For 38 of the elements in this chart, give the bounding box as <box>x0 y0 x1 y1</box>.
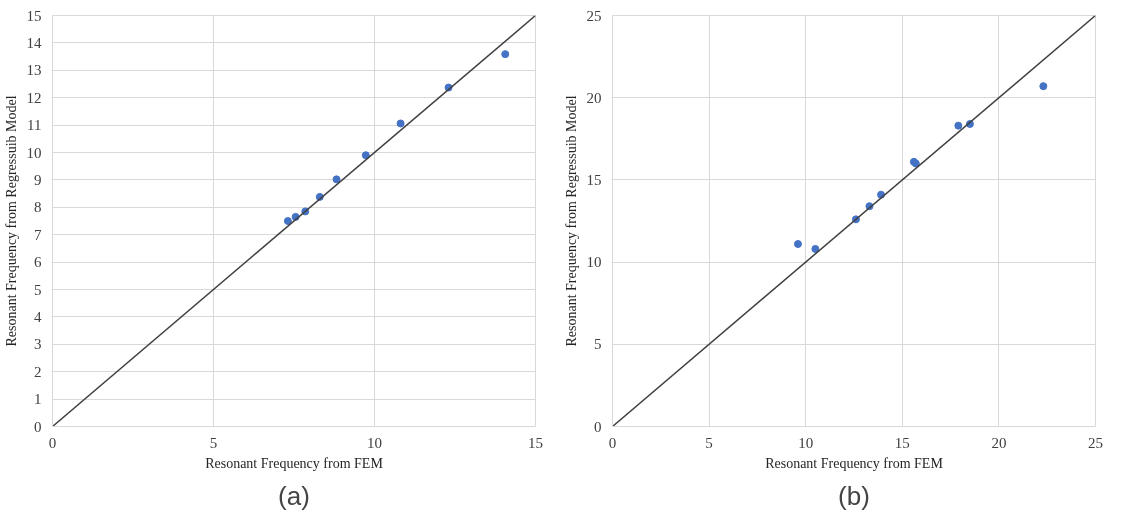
y-tick-label: 13 <box>26 62 42 79</box>
y-tick-label: 15 <box>586 171 602 188</box>
y-tick-label: 2 <box>34 363 42 380</box>
y-tick-label: 5 <box>34 281 42 298</box>
y-tick-label: 1 <box>34 391 42 408</box>
x-tick-label: 5 <box>705 434 713 451</box>
y-tick-label: 10 <box>586 254 602 271</box>
x-tick-label: 10 <box>798 434 814 451</box>
y-tick-label: 14 <box>26 34 42 51</box>
y-tick-label: 0 <box>34 418 42 435</box>
y-tick-label: 6 <box>34 254 42 271</box>
y-tick-label: 8 <box>34 199 42 216</box>
y-tick-label: 15 <box>26 7 42 24</box>
y-axis-title: Resonant Frequency from Regressuib Model <box>563 95 579 347</box>
y-tick-label: 11 <box>27 117 42 134</box>
x-axis-title: Resonant Frequency from FEM <box>765 455 944 471</box>
y-axis-title: Resonant Frequency from Regressuib Model <box>3 95 19 347</box>
x-tick-label: 20 <box>991 434 1007 451</box>
x-tick-label: 15 <box>528 434 543 451</box>
text: (b) <box>838 480 870 511</box>
x-tick-label: 0 <box>48 434 57 451</box>
x-tick-label: 25 <box>1088 434 1103 451</box>
x-tick-label: 5 <box>209 434 218 451</box>
y-tick-label: 10 <box>26 144 42 161</box>
x-axis-title: Resonant Frequency from FEM <box>205 455 384 471</box>
y-tick-label: 4 <box>34 308 42 325</box>
y-tick-label: 25 <box>586 7 602 24</box>
x-tick-label: 0 <box>608 434 617 451</box>
y-tick-label: 20 <box>586 89 602 106</box>
y-tick-label: 5 <box>594 336 602 353</box>
y-tick-label: 12 <box>26 89 42 106</box>
y-tick-label: 7 <box>34 226 42 243</box>
y-tick-label: 3 <box>34 336 42 353</box>
x-tick-label: 10 <box>367 434 382 451</box>
y-tick-label: 9 <box>34 171 42 188</box>
y-tick-label: 0 <box>594 418 602 435</box>
x-tick-label: 15 <box>894 434 910 451</box>
text: (a) <box>278 480 310 511</box>
